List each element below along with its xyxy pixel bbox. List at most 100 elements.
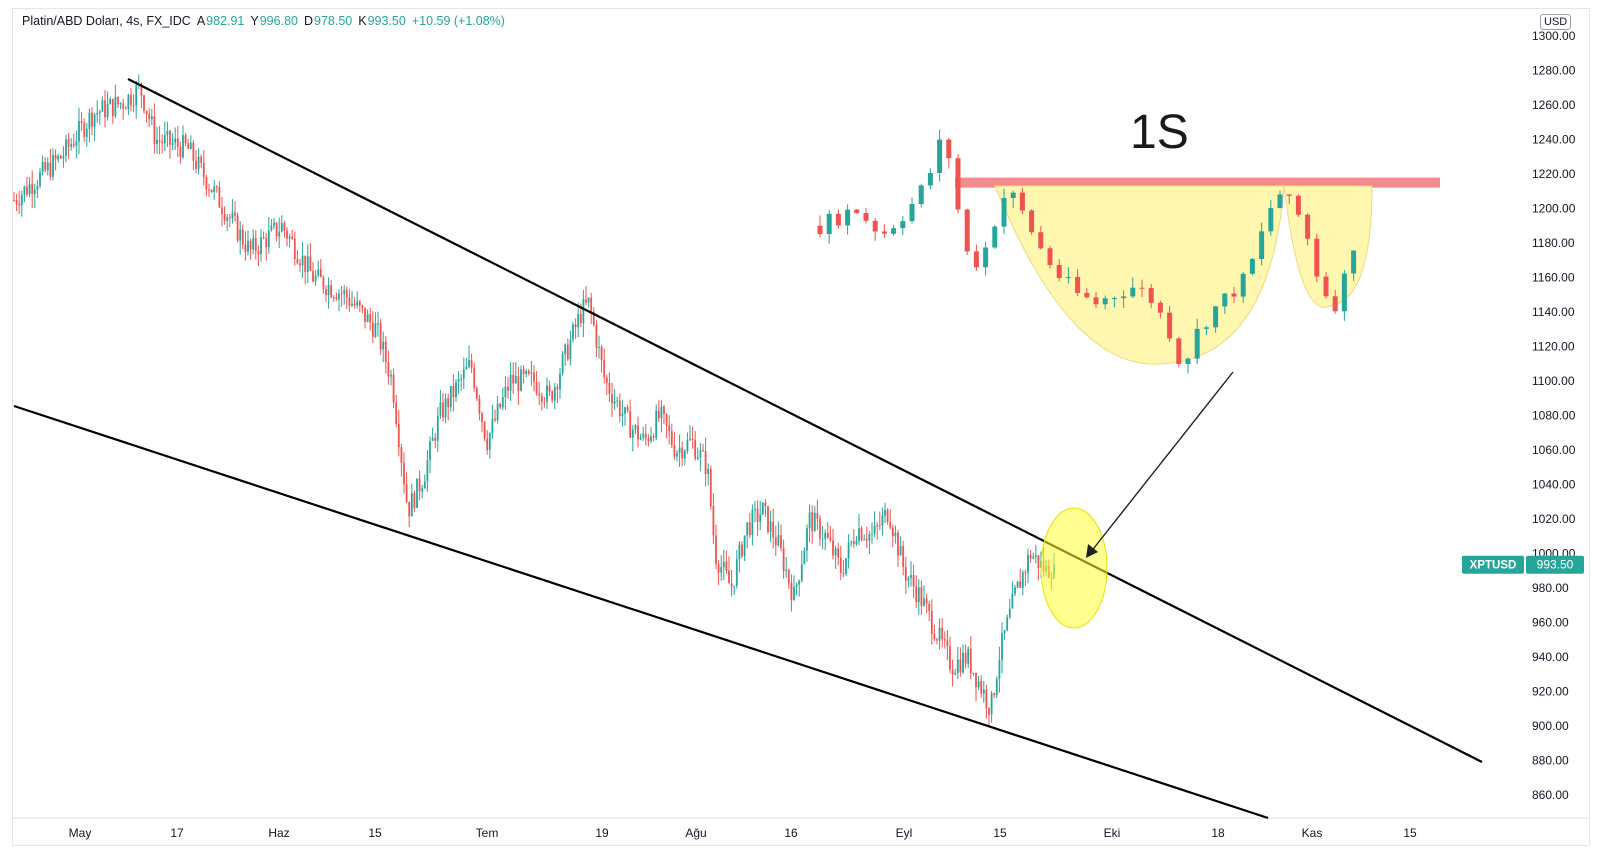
candle (803, 547, 806, 565)
candle (187, 138, 190, 150)
y-tick-label: 1200.00 (1532, 202, 1576, 216)
candle (995, 676, 998, 698)
candle (1024, 569, 1027, 587)
candle (275, 222, 278, 242)
lower-trendline[interactable] (13, 404, 1269, 820)
candle (395, 394, 398, 428)
inset-candle (1268, 199, 1274, 236)
candle (774, 525, 777, 557)
legend-close-value: 993.50 (367, 14, 406, 28)
inset-candle (973, 244, 979, 271)
y-tick-label: 900.00 (1532, 719, 1569, 733)
candle (660, 399, 663, 433)
arrow-head (1086, 544, 1098, 558)
candle (496, 396, 499, 424)
candle (910, 561, 912, 587)
candle (429, 436, 431, 473)
candle (839, 545, 842, 581)
candle (460, 374, 463, 391)
legend-symbol: Platin/ABD Doları, 4s, FX_IDC (22, 14, 191, 28)
candle (400, 443, 403, 477)
y-tick-label: 1120.00 (1532, 340, 1575, 354)
y-tick-label: 980.00 (1532, 581, 1569, 595)
candle (631, 425, 634, 452)
candle (543, 397, 546, 408)
candle (202, 149, 205, 186)
upper-trendline[interactable] (127, 78, 1483, 763)
candle (881, 507, 884, 536)
candle (1034, 545, 1037, 564)
candle (694, 431, 697, 461)
inset-candle (1314, 234, 1320, 282)
candle (205, 174, 208, 197)
candle (702, 443, 704, 452)
currency-button[interactable]: USD (1540, 14, 1572, 30)
candle (39, 167, 41, 189)
candle (85, 122, 88, 147)
inset-candle (1019, 187, 1025, 215)
candle (423, 474, 426, 489)
candle (366, 309, 369, 323)
inset-candle (1323, 271, 1329, 299)
candle (57, 153, 60, 163)
inset-candle (881, 223, 887, 239)
candle (652, 433, 655, 442)
candle (20, 190, 23, 217)
candle (858, 514, 860, 546)
candle (504, 376, 507, 410)
candle (876, 522, 879, 540)
candle (83, 118, 86, 143)
candle (410, 483, 413, 517)
candle (782, 539, 785, 579)
breakout-highlight (1040, 507, 1108, 629)
candle (538, 381, 541, 406)
candle (221, 196, 223, 227)
candle (670, 423, 673, 449)
candle (509, 361, 512, 401)
candle (96, 100, 99, 123)
candle (44, 157, 47, 173)
candle (943, 631, 946, 649)
candle (863, 534, 866, 541)
candle (676, 450, 678, 462)
candle (933, 624, 936, 641)
legend-open-value: 982.91 (206, 14, 245, 28)
candle (236, 212, 239, 243)
candle (777, 521, 780, 547)
candle (681, 441, 684, 467)
y-tick-label: 1240.00 (1532, 133, 1576, 147)
candle (559, 367, 561, 399)
legend-close-label: K (358, 14, 367, 28)
candle (772, 508, 775, 549)
candle (119, 102, 122, 110)
candle (780, 524, 782, 552)
candle (725, 550, 728, 574)
time-axis[interactable]: May 17 Haz 15 Tem 19 Ağu 16 Eyl 15 Eki 18 Kas 15 (69, 826, 1417, 840)
pattern-label: 1S (1130, 106, 1189, 159)
candle (899, 536, 902, 556)
legend-high-label: Y (250, 14, 259, 28)
candle (13, 191, 15, 202)
candle (699, 443, 702, 472)
price-axis[interactable]: 860.00 880.00 900.00 920.00 940.00 960.00 980.… (1532, 29, 1576, 802)
candle (70, 137, 73, 151)
candle (980, 675, 983, 698)
candle (111, 98, 114, 124)
candle (447, 393, 450, 421)
candle (650, 427, 652, 444)
candle (169, 129, 171, 159)
inset-candle (1167, 305, 1173, 342)
candle (457, 371, 460, 394)
candle (769, 510, 772, 543)
candle (101, 96, 104, 113)
inset-candle (937, 129, 943, 182)
candle (808, 504, 811, 543)
candle (486, 430, 489, 455)
candle (143, 94, 145, 114)
candle (985, 684, 988, 719)
inset-candle (992, 224, 998, 249)
candle (871, 522, 873, 545)
candle (137, 74, 140, 90)
candle (145, 110, 148, 123)
